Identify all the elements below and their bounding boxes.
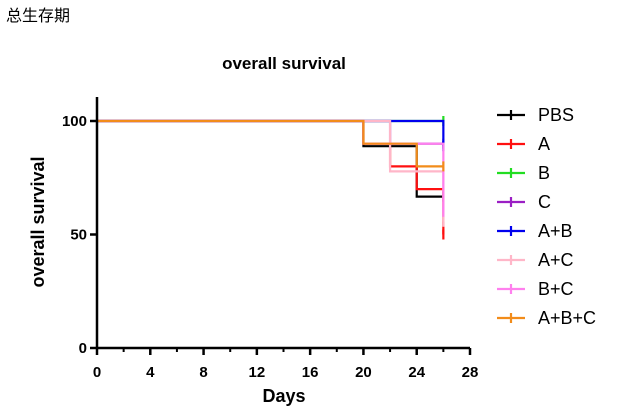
legend-label-b: B <box>538 163 550 183</box>
series-line-pbs <box>97 119 444 198</box>
chart-title: overall survival <box>222 54 346 73</box>
x-tick-label: 12 <box>249 364 266 381</box>
page-heading: 总生存期 <box>6 6 71 25</box>
legend-label-a-b: A+B <box>538 221 573 241</box>
series-layer <box>97 116 445 240</box>
x-tick-label: 8 <box>199 364 207 381</box>
legend-label-pbs: PBS <box>538 105 574 125</box>
legend: PBS ABC A+B A+C B+C A+B+C <box>497 105 596 328</box>
x-tick-label: 0 <box>93 364 101 381</box>
x-tick-label: 20 <box>355 364 372 381</box>
x-tick-label: 28 <box>462 364 479 381</box>
legend-label-a: A <box>538 134 550 154</box>
y-tick-label: 0 <box>79 340 87 357</box>
x-tick-label: 24 <box>408 364 425 381</box>
legend-label-a-c: A+C <box>538 250 574 270</box>
series-line-a <box>97 119 445 235</box>
legend-label-a-b-c: A+B+C <box>538 308 596 328</box>
y-tick-label: 50 <box>70 227 87 244</box>
series-line-a-b <box>97 119 445 147</box>
x-tick-label: 4 <box>146 364 155 381</box>
legend-label-c: C <box>538 192 551 212</box>
series-line-c <box>97 119 444 145</box>
series-line-a-b-c <box>97 119 444 168</box>
y-tick-label: 100 <box>62 113 87 130</box>
axes-layer: 0 4 8 12 16 20 24 28 0 50 100 <box>62 97 478 381</box>
x-axis-label: Days <box>262 386 305 406</box>
x-tick-label: 16 <box>302 364 319 381</box>
legend-label-b-c: B+C <box>538 279 574 299</box>
y-axis-label: overall survival <box>28 156 48 287</box>
series-line-a-c <box>97 119 445 222</box>
